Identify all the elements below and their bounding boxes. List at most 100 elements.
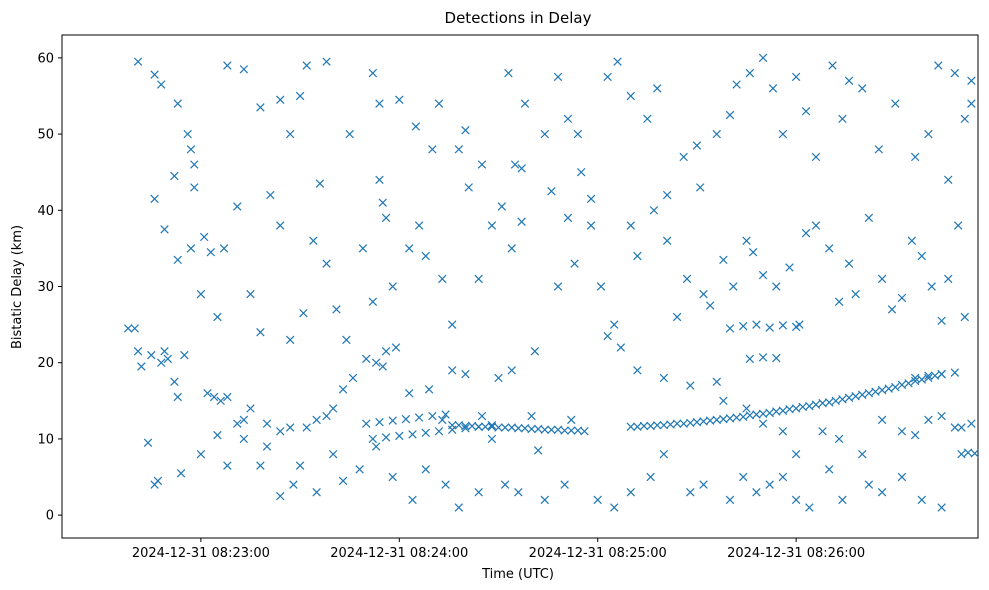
data-point-marker: [811, 400, 821, 409]
y-axis-label: Bistatic Delay (km): [10, 225, 25, 349]
data-point-marker: [924, 415, 933, 425]
data-point-marker: [540, 425, 550, 435]
data-point-marker: [173, 392, 182, 402]
data-point-marker: [699, 480, 708, 489]
data-point-marker: [626, 422, 636, 431]
data-point-marker: [302, 423, 311, 432]
data-point-marker: [838, 495, 847, 505]
data-point-marker: [540, 495, 550, 505]
data-point-marker: [953, 221, 963, 230]
data-point-marker: [233, 419, 242, 428]
data-point-marker: [567, 426, 576, 435]
data-point-marker: [950, 423, 960, 432]
data-point-marker: [395, 431, 404, 441]
data-point-marker: [662, 190, 672, 200]
data-point-marker: [474, 274, 483, 284]
data-point-marker: [586, 221, 596, 230]
data-markers: [123, 53, 979, 512]
data-point-marker: [729, 282, 738, 291]
data-point-marker: [447, 320, 457, 329]
data-point-marker: [176, 468, 186, 478]
data-point-marker: [603, 331, 612, 341]
data-point-marker: [824, 465, 834, 474]
data-point-marker: [312, 488, 321, 497]
x-axis-label: Time (UTC): [481, 567, 554, 582]
data-point-marker: [950, 68, 960, 78]
data-point-marker: [262, 419, 272, 428]
data-point-marker: [348, 373, 358, 383]
data-point-marker: [414, 413, 424, 422]
data-point-marker: [170, 377, 179, 386]
data-point-marker: [930, 371, 940, 380]
data-point-marker: [137, 362, 146, 371]
data-point-marker: [147, 350, 156, 360]
data-point-marker: [233, 202, 242, 211]
data-point-marker: [381, 347, 391, 356]
x-tick-label: 2024-12-31 08:24:00: [330, 546, 468, 561]
data-point-marker: [596, 282, 606, 291]
data-point-marker: [970, 449, 979, 458]
data-point-marker: [328, 404, 338, 413]
data-point-marker: [834, 434, 844, 444]
data-point-marker: [560, 426, 569, 435]
data-point-marker: [474, 422, 483, 431]
data-point-marker: [752, 320, 761, 329]
data-point-marker: [626, 91, 636, 101]
data-point-marker: [738, 321, 748, 331]
data-point-marker: [461, 424, 470, 433]
data-point-marker: [563, 213, 573, 223]
data-point-marker: [897, 380, 907, 390]
data-point-marker: [454, 145, 464, 154]
data-point-marker: [322, 411, 331, 421]
data-point-marker: [844, 259, 854, 268]
data-point-marker: [276, 491, 285, 501]
data-point-marker: [967, 76, 976, 85]
y-tick-label: 50: [37, 128, 54, 143]
data-point-marker: [692, 141, 702, 150]
data-point-marker: [828, 61, 837, 70]
data-point-marker: [811, 152, 821, 162]
data-point-marker: [533, 446, 543, 455]
data-point-marker: [603, 72, 612, 82]
data-point-marker: [487, 221, 497, 230]
data-point-marker: [811, 221, 821, 230]
data-point-marker: [695, 183, 705, 192]
data-point-marker: [133, 347, 143, 356]
data-point-marker: [805, 401, 814, 411]
data-point-marker: [950, 368, 960, 377]
x-tick-label: 2024-12-31 08:26:00: [727, 546, 865, 561]
data-point-marker: [649, 206, 659, 215]
data-point-marker: [223, 61, 232, 70]
data-point-marker: [742, 236, 751, 245]
data-point-marker: [758, 419, 768, 428]
data-point-marker: [838, 114, 847, 124]
data-point-marker: [328, 449, 338, 459]
data-point-marker: [474, 488, 483, 497]
data-point-marker: [791, 72, 801, 82]
data-point-marker: [527, 424, 536, 434]
data-point-marker: [388, 416, 397, 425]
data-point-marker: [421, 428, 430, 438]
data-point-marker: [917, 251, 927, 261]
data-point-marker: [567, 415, 576, 425]
data-point-marker: [778, 129, 788, 139]
data-point-marker: [381, 213, 391, 223]
data-point-marker: [824, 244, 834, 253]
data-point-marker: [401, 414, 411, 424]
data-point-marker: [256, 461, 265, 470]
data-point-marker: [438, 415, 447, 425]
data-point-marker: [163, 354, 173, 364]
data-point-marker: [338, 385, 348, 394]
data-point-marker: [871, 387, 880, 396]
data-point-marker: [801, 228, 811, 238]
data-point-marker: [338, 476, 348, 486]
data-point-marker: [633, 366, 642, 375]
data-point-marker: [738, 412, 748, 422]
data-point-marker: [395, 95, 404, 105]
y-axis-ticks: 0 10 20 30 40 50 60: [37, 51, 62, 524]
data-point-marker: [858, 449, 867, 459]
y-tick-label: 20: [37, 356, 54, 371]
data-point-marker: [910, 152, 920, 162]
data-point-marker: [858, 390, 867, 399]
data-point-marker: [130, 324, 139, 333]
